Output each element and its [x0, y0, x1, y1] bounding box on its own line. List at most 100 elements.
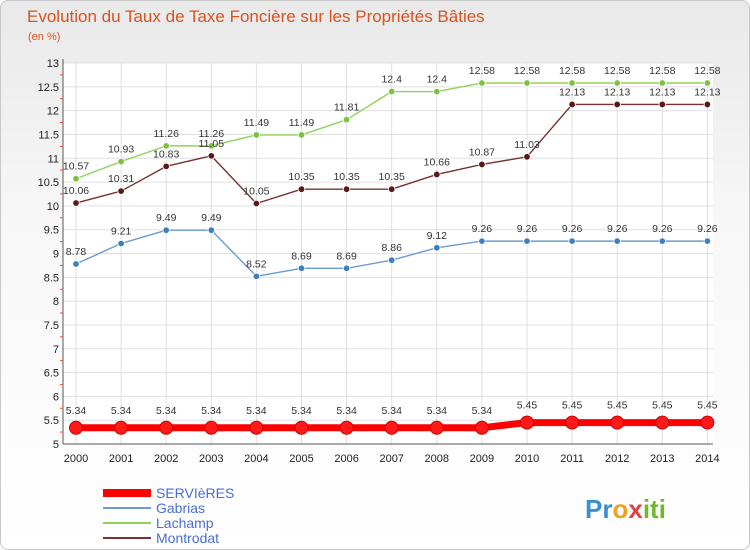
data-label-lachamp: 11.26 — [199, 128, 225, 140]
data-point-lachamp — [342, 115, 351, 124]
grid — [63, 62, 713, 445]
data-point-lachamp — [613, 79, 621, 87]
x-tick-label: 2009 — [470, 453, 494, 465]
data-label-servières: 5.45 — [607, 400, 628, 412]
data-label-montrodat: 10.31 — [108, 173, 134, 185]
data-label-gabrias: 9.26 — [652, 223, 673, 235]
data-label-lachamp: 11.49 — [244, 117, 270, 129]
data-point-servières — [520, 415, 534, 430]
data-point-montrodat — [613, 100, 621, 109]
data-label-servières: 5.34 — [66, 405, 87, 417]
data-label-montrodat: 10.35 — [288, 171, 314, 183]
y-tick-label: 11 — [48, 153, 59, 165]
data-point-lachamp — [658, 79, 666, 87]
data-label-servières: 5.34 — [291, 405, 312, 417]
x-tick-label: 2005 — [289, 453, 313, 465]
data-point-servières — [474, 420, 489, 435]
data-point-lachamp — [523, 79, 531, 87]
data-point-montrodat — [252, 199, 261, 208]
chart-title: Evolution du Taux de Taxe Foncière sur l… — [27, 7, 485, 26]
data-label-gabrias: 9.26 — [607, 223, 628, 235]
data-point-montrodat — [117, 187, 125, 195]
y-tick-label: 9.5 — [44, 225, 59, 237]
x-tick-label: 2001 — [109, 453, 133, 465]
data-label-montrodat: 10.06 — [63, 185, 89, 197]
data-point-servières — [339, 420, 354, 435]
data-label-servières: 5.45 — [517, 400, 538, 412]
y-tick-label: 8.5 — [44, 272, 59, 284]
data-point-servières — [114, 420, 129, 435]
data-label-lachamp: 11.26 — [153, 128, 179, 140]
data-point-gabrias — [433, 244, 441, 252]
data-point-gabrias — [252, 272, 261, 281]
data-point-montrodat — [297, 185, 306, 193]
data-label-montrodat: 11.03 — [514, 139, 540, 151]
data-label-lachamp: 12.58 — [559, 65, 585, 77]
data-label-servières: 5.34 — [336, 405, 357, 417]
data-point-montrodat — [207, 152, 215, 160]
data-point-lachamp — [478, 79, 486, 87]
data-label-gabrias: 9.12 — [427, 230, 448, 242]
data-label-servières: 5.34 — [246, 405, 267, 417]
logo-part: Pr — [585, 494, 612, 524]
data-point-lachamp — [162, 142, 170, 150]
data-label-gabrias: 9.26 — [562, 223, 583, 235]
x-tick-label: 2011 — [560, 453, 584, 465]
data-label-montrodat: 11.05 — [199, 138, 225, 150]
data-point-servières — [429, 420, 444, 435]
data-label-servières: 5.34 — [472, 405, 493, 417]
y-tick-label: 10.5 — [38, 177, 59, 189]
data-point-montrodat — [342, 185, 351, 193]
y-unit-label: (en %) — [28, 31, 60, 43]
axes: 5 5.5 6 6.5 7 7.5 8 8.5 9 9.5 10 10.5 11 11.5 12 12.5 13… — [38, 58, 720, 465]
data-point-gabrias — [568, 237, 576, 245]
data-point-lachamp — [117, 157, 125, 166]
data-point-servières — [294, 420, 309, 435]
data-label-montrodat: 10.05 — [243, 185, 269, 197]
data-point-gabrias — [703, 237, 712, 245]
data-point-servières — [204, 420, 219, 435]
data-label-servières: 5.34 — [201, 405, 222, 417]
data-point-gabrias — [658, 237, 666, 245]
data-label-lachamp: 10.93 — [108, 144, 134, 156]
data-point-gabrias — [478, 237, 486, 245]
data-point-montrodat — [478, 160, 486, 169]
x-tick-label: 2003 — [199, 453, 223, 465]
data-label-montrodat: 12.13 — [649, 86, 675, 98]
data-label-montrodat: 10.66 — [424, 156, 450, 168]
data-point-servières — [249, 420, 264, 435]
data-label-lachamp: 10.57 — [63, 161, 89, 173]
data-label-gabrias: 8.52 — [246, 258, 267, 270]
data-label-montrodat: 12.13 — [604, 86, 630, 98]
data-label-servières: 5.34 — [111, 405, 132, 417]
data-point-servières — [565, 415, 580, 430]
y-tick-label: 11.5 — [38, 129, 59, 141]
data-point-lachamp — [433, 87, 441, 96]
data-point-servières — [69, 420, 83, 435]
data-label-gabrias: 9.21 — [111, 225, 132, 237]
data-point-lachamp — [388, 87, 396, 96]
data-point-montrodat — [162, 162, 170, 171]
data-label-gabrias: 9.49 — [156, 212, 177, 224]
y-tick-label: 12 — [47, 106, 59, 118]
y-tick-label: 6 — [53, 391, 59, 403]
data-label-servières: 5.45 — [562, 400, 583, 412]
data-label-gabrias: 8.69 — [291, 250, 312, 262]
logo-part: x — [628, 494, 643, 524]
data-label-gabrias: 8.69 — [336, 250, 357, 262]
data-label-lachamp: 11.81 — [334, 102, 360, 114]
data-label-lachamp: 11.49 — [289, 117, 315, 129]
proxiti-logo: Proxiti — [585, 494, 666, 524]
y-tick-label: 6.5 — [44, 368, 59, 380]
x-tick-label: 2008 — [425, 453, 449, 465]
data-point-gabrias — [388, 256, 396, 264]
x-tick-label: 2010 — [515, 453, 539, 465]
data-point-gabrias — [613, 237, 621, 245]
x-tick-label: 2007 — [379, 453, 403, 465]
data-label-gabrias: 8.86 — [381, 242, 402, 254]
data-point-montrodat — [72, 199, 80, 207]
data-point-gabrias — [342, 264, 351, 272]
logo-part: o — [612, 494, 628, 524]
